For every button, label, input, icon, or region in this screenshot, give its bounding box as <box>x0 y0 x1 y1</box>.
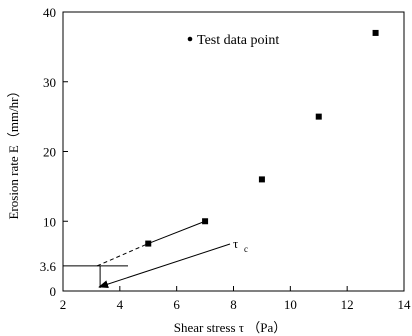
y-tick-label: 20 <box>43 145 56 160</box>
legend: Test data point <box>187 33 279 48</box>
x-tick-label: 10 <box>284 297 297 312</box>
extrapolation-line <box>96 243 149 267</box>
x-axis-ticks: 2 4 6 8 10 12 14 <box>60 286 411 312</box>
threshold-arrow <box>98 243 231 288</box>
data-point <box>258 176 265 183</box>
x-tick-label: 2 <box>60 297 67 312</box>
y-tick-label: 0 <box>50 284 57 299</box>
x-tick-label: 8 <box>230 297 237 312</box>
legend-label: Test data point <box>197 33 279 48</box>
data-point <box>202 218 209 225</box>
fit-line <box>148 220 206 245</box>
x-tick-label: 12 <box>341 297 354 312</box>
data-point <box>372 29 379 36</box>
y-tick-label: 40 <box>43 5 56 20</box>
y-tick-label-threshold: 3.6 <box>40 259 57 274</box>
y-tick-label: 30 <box>43 75 56 90</box>
data-point <box>145 240 152 247</box>
data-points <box>145 29 379 247</box>
y-tick-label: 10 <box>43 214 56 229</box>
y-axis-label: Erosion rate E（mm/hr） <box>6 84 21 219</box>
legend-marker <box>187 36 193 42</box>
x-tick-label: 6 <box>173 297 180 312</box>
tau-c-subscript: c <box>244 244 248 254</box>
threshold-label: τ c <box>233 236 248 254</box>
threshold-annotation <box>63 220 231 288</box>
y-axis-ticks: 0 10 20 30 40 3.6 <box>40 5 68 299</box>
x-axis-label: Shear stress τ （Pa） <box>174 320 286 335</box>
x-tick-label: 14 <box>398 297 412 312</box>
data-point <box>315 113 322 120</box>
tau-c-symbol: τ <box>233 236 238 251</box>
x-tick-label: 4 <box>117 297 124 312</box>
